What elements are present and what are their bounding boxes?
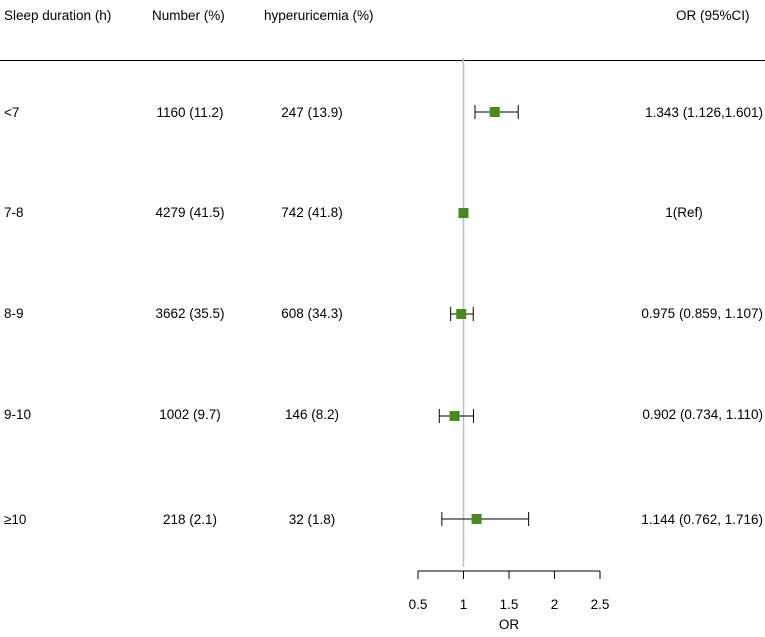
row-label: 8-9	[4, 306, 24, 321]
row-number: 218 (2.1)	[162, 512, 218, 527]
x-axis-label: OR	[499, 617, 520, 632]
row-number: 1002 (9.7)	[159, 407, 221, 422]
row-or-ci: 0.902 (0.734, 1.110)	[642, 407, 763, 422]
row-or-ci: 1(Ref)	[665, 205, 703, 220]
row-or-ci: 1.343 (1.126,1.601)	[645, 105, 763, 120]
row-hyperuricemia: 146 (8.2)	[284, 407, 340, 422]
row-hyperuricemia: 247 (13.9)	[281, 105, 343, 120]
row-hyperuricemia: 32 (1.8)	[288, 512, 336, 527]
row-hyperuricemia: 608 (34.3)	[281, 306, 343, 321]
row-number: 1160 (11.2)	[156, 105, 224, 120]
x-tick-label: 2.5	[591, 597, 610, 612]
x-tick-label: 1	[460, 597, 468, 612]
x-tick-label: 2	[551, 597, 559, 612]
estimate-marker	[458, 208, 469, 218]
row-label: <7	[4, 105, 20, 120]
header-sleep-duration: Sleep duration (h)	[4, 8, 112, 23]
estimate-marker	[471, 514, 482, 524]
header-or-ci: OR (95%CI)	[676, 8, 750, 23]
row-label: 7-8	[4, 205, 24, 220]
row-label: ≥10	[4, 512, 27, 527]
row-hyperuricemia: 742 (41.8)	[281, 205, 343, 220]
row-number: 4279 (41.5)	[155, 205, 225, 220]
row-number: 3662 (35.5)	[155, 306, 225, 321]
x-tick-label: 1.5	[500, 597, 519, 612]
estimate-marker	[456, 309, 467, 319]
estimate-marker	[449, 411, 460, 421]
x-tick-label: 0.5	[409, 597, 428, 612]
row-or-ci: 1.144 (0.762, 1.716)	[641, 512, 763, 527]
header-divider	[0, 60, 765, 61]
row-or-ci: 0.975 (0.859, 1.107)	[641, 306, 763, 321]
row-label: 9-10	[4, 407, 32, 422]
header-hyperuricemia: hyperuricemia (%)	[264, 8, 374, 23]
header-number: Number (%)	[152, 8, 225, 23]
estimate-marker	[489, 107, 500, 117]
